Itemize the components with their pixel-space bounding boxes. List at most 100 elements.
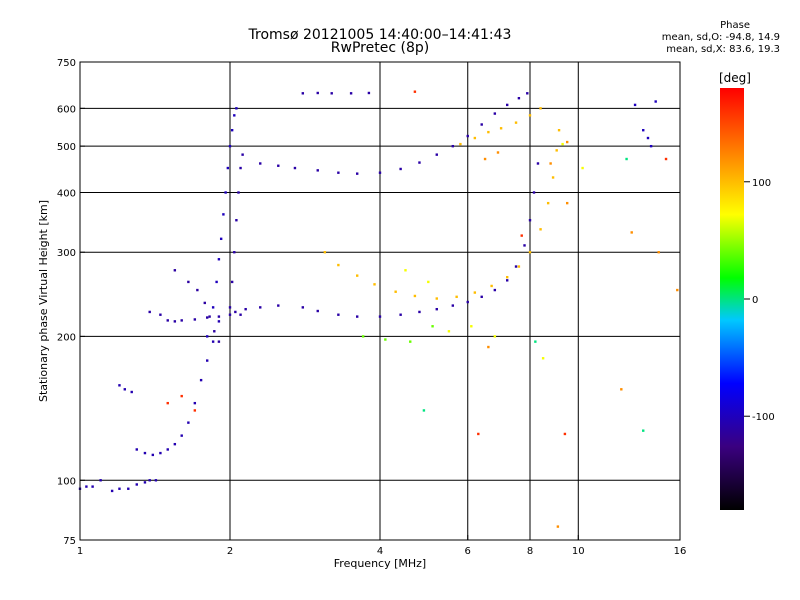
data-point: [226, 166, 230, 170]
x-tick-label: 2: [227, 546, 233, 557]
data-point: [483, 157, 487, 161]
chart-subtitle: RwPretec (8p): [330, 40, 430, 56]
data-point: [556, 525, 560, 528]
data-point: [493, 112, 497, 115]
data-point: [451, 304, 455, 307]
x-tick-label: 4: [377, 546, 383, 557]
data-point: [166, 401, 169, 405]
data-point: [493, 335, 497, 338]
data-point: [217, 340, 221, 343]
data-point: [523, 244, 526, 247]
x-tick-labels: 1 2 4 6 8 10 16: [77, 535, 686, 557]
data-point: [459, 142, 462, 146]
data-point: [435, 297, 438, 300]
data-point: [173, 269, 177, 272]
data-point: [394, 290, 397, 293]
data-point: [235, 107, 238, 110]
data-point: [143, 451, 147, 455]
data-point: [196, 288, 199, 292]
data-point: [208, 315, 211, 318]
data-point: [316, 91, 319, 95]
data-point: [384, 338, 387, 341]
data-point: [373, 283, 376, 286]
data-point: [451, 144, 455, 148]
data-point: [230, 280, 234, 284]
data-point: [549, 162, 552, 165]
data-point: [205, 335, 209, 338]
data-point: [277, 164, 280, 167]
data-point: [557, 128, 561, 132]
data-point: [418, 161, 421, 164]
data-point: [277, 304, 280, 307]
data-point: [180, 394, 183, 398]
data-point: [193, 409, 197, 412]
data-point: [526, 92, 529, 95]
data-point: [135, 483, 138, 486]
phase-stats-heading: Phase: [720, 20, 750, 31]
data-point: [528, 251, 532, 254]
colorbar-tick-label: 0: [752, 295, 758, 306]
data-point: [219, 237, 223, 241]
data-point: [301, 92, 305, 95]
data-point: [239, 313, 242, 316]
data-point: [422, 409, 426, 412]
data-point: [233, 114, 236, 117]
data-point: [154, 479, 158, 482]
data-point: [235, 219, 238, 222]
data-point: [99, 479, 102, 482]
y-tick-label: 75: [63, 536, 76, 547]
data-point: [173, 442, 177, 446]
data-point: [199, 378, 203, 382]
data-point: [565, 140, 569, 144]
data-point: [118, 384, 121, 387]
data-point: [211, 340, 215, 343]
data-point: [330, 92, 333, 95]
data-point: [477, 432, 480, 436]
data-point: [664, 157, 668, 161]
data-point: [123, 388, 126, 391]
data-point: [355, 315, 359, 318]
data-point: [563, 432, 567, 436]
data-point: [187, 421, 190, 424]
data-point: [487, 130, 490, 134]
data-point: [427, 280, 430, 284]
data-point: [193, 318, 197, 321]
data-point: [473, 291, 477, 294]
data-point: [228, 144, 232, 148]
colorbar: [720, 88, 744, 510]
data-point: [361, 335, 365, 338]
data-point: [203, 301, 206, 305]
data-point: [237, 191, 240, 194]
data-point: [217, 320, 221, 323]
data-point: [654, 100, 657, 103]
data-point: [180, 319, 183, 322]
data-point: [230, 128, 234, 132]
data-point: [399, 167, 402, 171]
data-point: [193, 401, 197, 405]
data-points: [78, 90, 679, 528]
data-point: [166, 448, 169, 451]
data-point: [630, 231, 633, 234]
data-point: [517, 265, 521, 268]
data-point: [337, 313, 340, 316]
data-point: [409, 340, 412, 343]
y-tick-label: 400: [57, 188, 76, 199]
data-point: [514, 265, 518, 268]
data-point: [539, 107, 542, 110]
data-point: [205, 359, 209, 362]
x-tick-label: 8: [527, 546, 533, 557]
data-point: [470, 325, 473, 328]
data-point: [110, 489, 114, 493]
data-point: [233, 251, 236, 254]
data-point: [166, 319, 169, 322]
data-point: [532, 191, 536, 194]
data-point: [159, 451, 162, 455]
y-tick-label: 300: [57, 248, 76, 259]
data-point: [435, 307, 438, 311]
x-tick-label: 1: [77, 546, 83, 557]
data-point: [514, 121, 518, 124]
phase-stats: Phase mean, sd,O: -94.8, 14.9 mean, sd,X…: [560, 20, 780, 56]
y-tick-label: 750: [57, 58, 76, 69]
y-tick-label: 100: [57, 476, 76, 487]
data-point: [649, 144, 653, 148]
